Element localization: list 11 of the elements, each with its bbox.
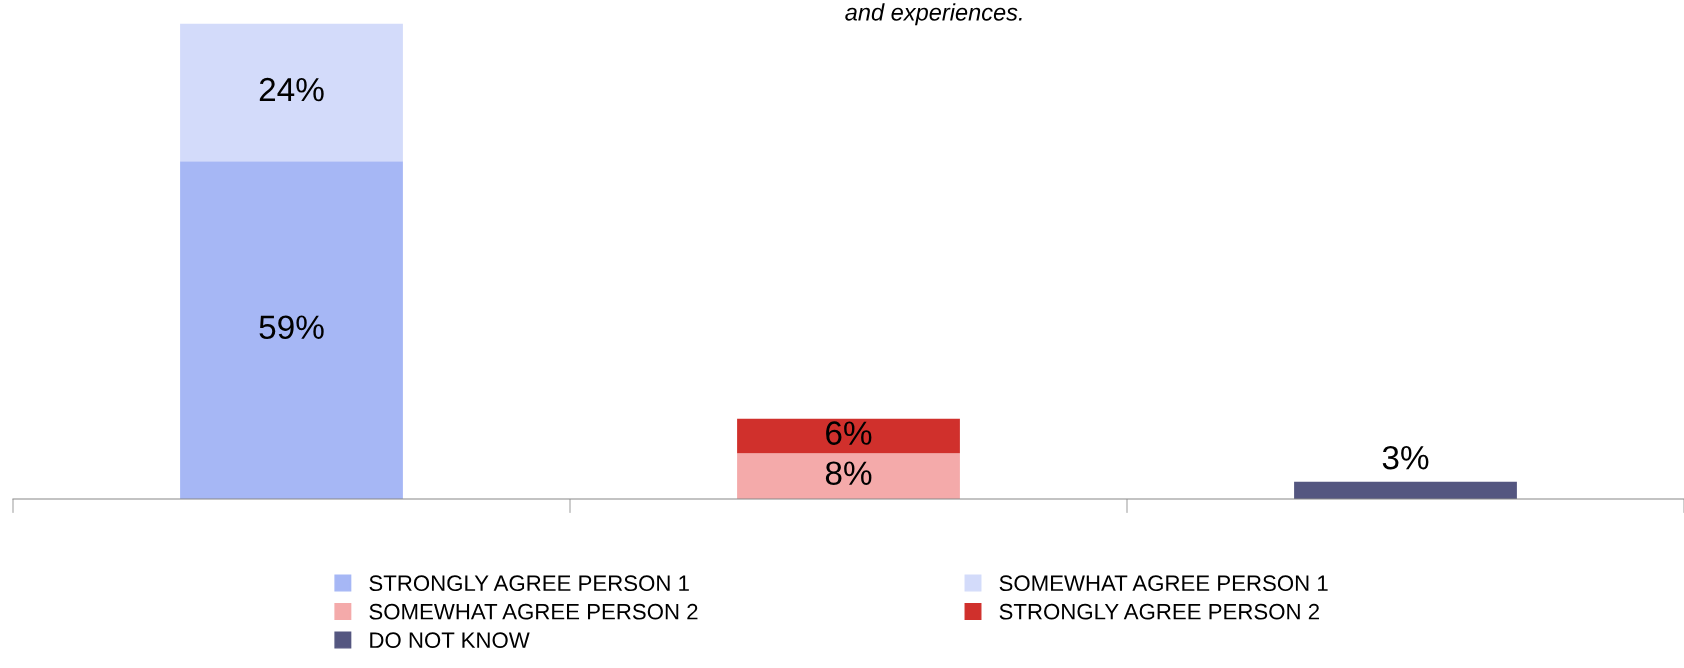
- data-label: 6%: [826, 421, 872, 445]
- data-label: 59%: [259, 315, 324, 340]
- legend-label: SOMEWHAT AGREE PERSON 1: [999, 575, 1328, 592]
- data-label: 24%: [259, 77, 324, 102]
- legend-label: STRONGLY AGREE PERSON 1: [369, 575, 689, 592]
- legend-label: DO NOT KNOW: [370, 632, 530, 649]
- legend-label: STRONGLY AGREE PERSON 2: [999, 603, 1319, 620]
- data-label: 8%: [825, 461, 872, 486]
- chart-title: and experiences.: [845, 3, 1022, 26]
- data-label: 3%: [1382, 445, 1429, 470]
- legend-label: SOMEWHAT AGREE PERSON 2: [369, 603, 698, 620]
